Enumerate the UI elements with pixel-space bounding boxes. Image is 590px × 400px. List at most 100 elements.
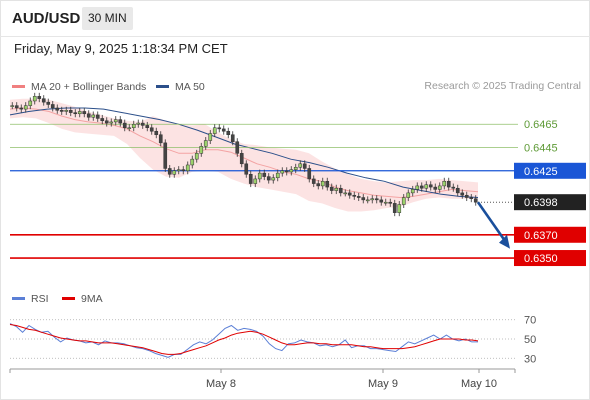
candle-body	[181, 169, 186, 172]
ma50-swatch	[156, 84, 169, 88]
candle-body	[91, 114, 96, 118]
legend-9ma-label: 9MA	[81, 293, 103, 305]
candle-body	[383, 201, 388, 204]
candle-body	[455, 187, 460, 194]
candle-body	[82, 111, 87, 115]
candle-body	[95, 114, 100, 119]
chart-header: AUD/USD 30 MIN	[0, 0, 590, 37]
candle-body	[293, 167, 298, 170]
last-price-tag	[514, 194, 586, 211]
candle-body	[10, 105, 15, 107]
candle-body	[235, 141, 240, 154]
resistance-label: 0.6465	[524, 119, 558, 131]
candle-body	[365, 199, 370, 202]
x-axis-tick-label: May 8	[206, 378, 236, 390]
candle-body	[437, 185, 442, 190]
candle-body	[334, 187, 339, 191]
candle-body	[140, 122, 145, 126]
candle-body	[451, 186, 456, 189]
candle-body	[244, 163, 249, 175]
candle-body	[356, 196, 361, 198]
symbol-title: AUD/USD	[12, 10, 81, 27]
candle-body	[464, 194, 469, 198]
candle-body	[325, 181, 330, 188]
candle-body	[176, 169, 181, 172]
target-label: 0.6350	[524, 253, 558, 265]
candle-body	[347, 192, 352, 196]
candle-body	[248, 174, 253, 184]
candle-body	[392, 203, 397, 213]
candle-body	[50, 104, 55, 109]
forecast-arrowhead	[499, 234, 510, 249]
candle-body	[100, 118, 105, 122]
ma20-line	[9, 107, 479, 199]
candle-body	[23, 105, 28, 110]
ma20-swatch	[12, 84, 25, 88]
candle-body	[127, 127, 132, 129]
target-tag	[514, 250, 586, 267]
candle-body	[253, 178, 258, 184]
candle-body	[352, 194, 357, 197]
candle-body	[203, 140, 208, 147]
candle-body	[469, 197, 474, 199]
rsi-swatch	[12, 296, 25, 300]
rsi-tick-label: 70	[524, 315, 536, 327]
legend-ma20-bb: MA 20 + Bollinger Bands	[12, 80, 146, 94]
target-label: 0.6370	[524, 230, 558, 242]
candle-body	[307, 168, 312, 180]
candle-body	[59, 110, 64, 112]
candle-body	[145, 125, 150, 128]
ma50-line	[9, 107, 479, 198]
candle-body	[149, 127, 154, 132]
candle-body	[46, 101, 51, 105]
candle-body	[131, 123, 136, 128]
candle-body	[86, 113, 91, 118]
candle-body	[194, 153, 199, 160]
candle-body	[14, 105, 19, 109]
target-tag	[514, 226, 586, 243]
last-price-label: 0.6398	[524, 197, 558, 209]
candle-body	[316, 183, 321, 187]
candle-body	[406, 192, 411, 198]
candle-body	[226, 130, 231, 135]
candle-body	[311, 178, 316, 184]
candle-body	[208, 133, 213, 141]
legend-ma20-label: MA 20 + Bollinger Bands	[31, 81, 147, 93]
candle-body	[154, 130, 159, 135]
bollinger-band-area	[10, 98, 478, 212]
candle-body	[370, 198, 375, 201]
candle-body	[442, 181, 447, 187]
x-axis-tick-label: May 10	[461, 378, 497, 390]
candle-body	[343, 192, 348, 195]
candle-body	[275, 172, 280, 179]
rsi-tick-label: 50	[524, 334, 536, 346]
candle-body	[374, 198, 379, 201]
candle-body	[257, 172, 262, 180]
timeframe-badge[interactable]: 30 MIN	[82, 7, 133, 30]
ma9-swatch	[62, 296, 75, 300]
candle-body	[302, 163, 307, 169]
candle-body	[266, 176, 271, 181]
resistance-label: 0.6445	[524, 143, 558, 155]
candle-body	[410, 189, 415, 194]
candle-body	[320, 181, 325, 187]
candle-body	[122, 122, 127, 128]
candle-body	[73, 112, 78, 115]
candle-body	[221, 128, 226, 132]
legend-ma50-label: MA 50	[175, 81, 205, 93]
candle-body	[271, 177, 276, 181]
candle-body	[32, 96, 37, 102]
candle-body	[230, 134, 235, 142]
candle-body	[424, 184, 429, 189]
candle-body	[109, 121, 114, 124]
candle-body	[428, 184, 433, 188]
candle-body	[199, 146, 204, 154]
candle-body	[64, 110, 69, 112]
legend-9ma: 9MA	[62, 293, 103, 305]
x-axis-tick-label: May 9	[368, 378, 398, 390]
candle-body	[113, 119, 118, 123]
pivot-tag	[514, 162, 586, 179]
candle-body	[158, 134, 163, 144]
candle-body	[136, 122, 141, 125]
